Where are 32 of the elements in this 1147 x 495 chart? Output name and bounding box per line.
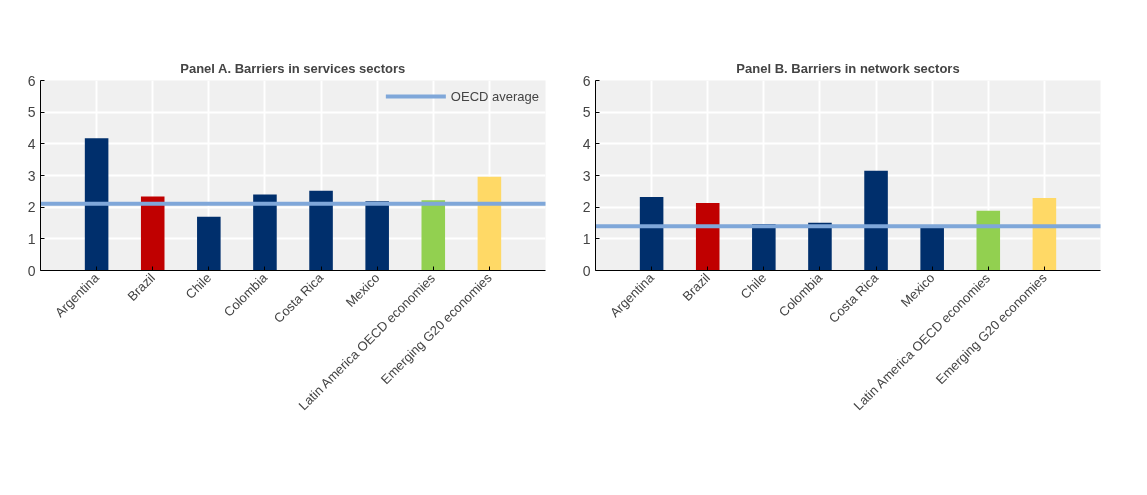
bar (365, 201, 389, 271)
bar (84, 138, 109, 271)
y-tick-label: 5 (582, 104, 591, 121)
chart-title: Panel B. Barriers in network sectors (736, 60, 960, 76)
y-tick-label: 6 (582, 72, 591, 89)
y-tick-label: 2 (27, 199, 36, 216)
bar (695, 203, 720, 271)
bar (976, 210, 1001, 271)
y-tick-label: 3 (582, 167, 591, 184)
y-tick-label: 1 (582, 230, 591, 247)
y-tick-label: 1 (27, 230, 36, 247)
legend-label: OECD average (450, 88, 539, 104)
y-tick-label: 4 (582, 135, 591, 152)
bar (421, 200, 446, 271)
y-tick-label: 0 (27, 262, 36, 279)
bar (808, 222, 832, 271)
bar (309, 190, 333, 271)
y-tick-label: 4 (27, 135, 36, 152)
y-tick-label: 5 (27, 104, 36, 121)
y-tick-label: 2 (582, 199, 591, 216)
bar (639, 197, 664, 271)
bar (140, 196, 165, 271)
bar (253, 194, 277, 271)
bar (477, 176, 502, 271)
bar (1032, 197, 1057, 271)
y-tick-label: 3 (27, 167, 36, 184)
y-tick-label: 6 (27, 72, 36, 89)
bar (920, 227, 944, 271)
bar (864, 170, 888, 271)
chart-title: Panel A. Barriers in services sectors (180, 60, 406, 76)
bar (197, 216, 221, 271)
y-tick-label: 0 (582, 262, 591, 279)
